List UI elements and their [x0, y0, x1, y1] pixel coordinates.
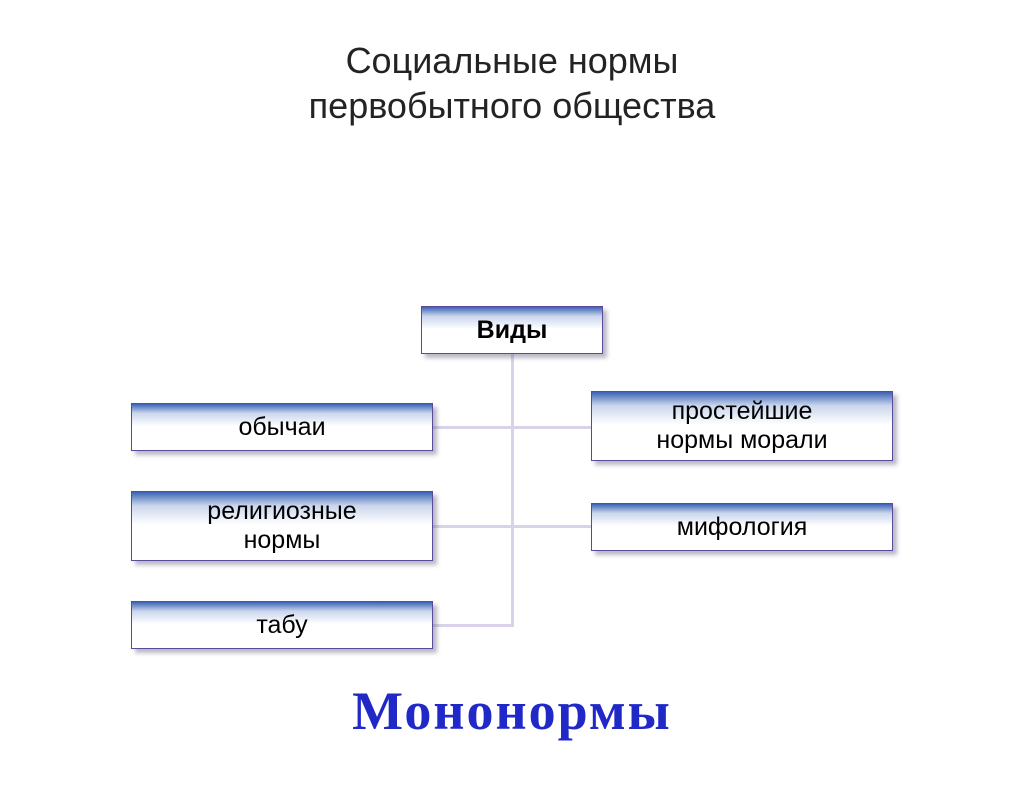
node-morals: простейшие нормы морали: [591, 391, 893, 461]
connector-branch: [433, 525, 512, 528]
page-title: Социальные нормы первобытного общества: [0, 38, 1024, 128]
connector-branch: [433, 426, 512, 429]
title-line1: Социальные нормы: [346, 40, 679, 81]
node-label: обычаи: [238, 413, 325, 442]
node-label: мифология: [677, 513, 807, 542]
node-label: табу: [256, 611, 307, 640]
node-label: религиозные нормы: [207, 497, 356, 555]
node-religious: религиозные нормы: [131, 491, 433, 561]
connector-branch: [513, 426, 591, 429]
node-mythology: мифология: [591, 503, 893, 551]
connector-trunk: [511, 354, 514, 627]
connector-branch: [433, 624, 512, 627]
node-label: простейшие нормы морали: [656, 397, 827, 455]
diagram-container: Виды обычаи простейшие нормы морали рели…: [0, 128, 1024, 588]
node-root-label: Виды: [477, 316, 548, 345]
connector-branch: [513, 525, 591, 528]
bottom-label: Мононормы: [0, 680, 1024, 742]
title-line2: первобытного общества: [309, 85, 716, 126]
node-root: Виды: [421, 306, 603, 354]
node-customs: обычаи: [131, 403, 433, 451]
node-taboo: табу: [131, 601, 433, 649]
